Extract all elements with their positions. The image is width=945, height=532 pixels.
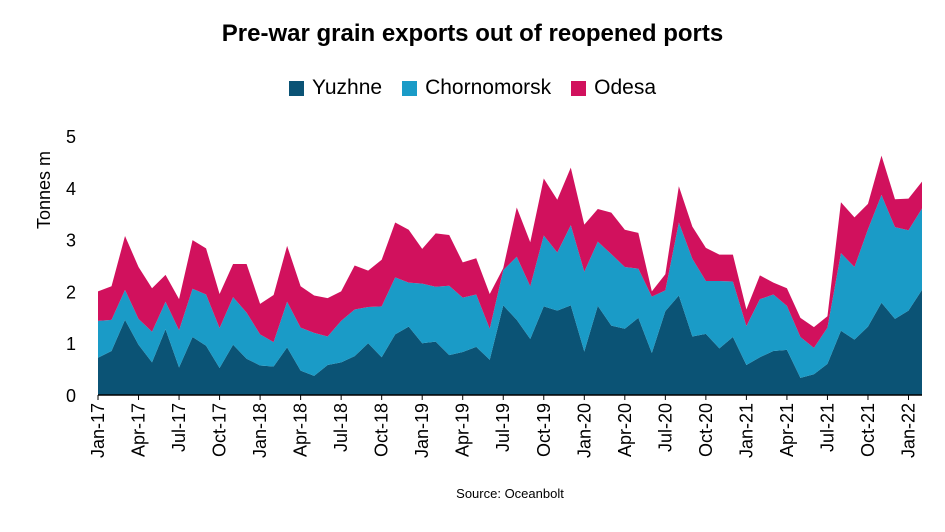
chart-legend: Yuzhne Chornomorsk Odesa	[0, 76, 945, 100]
chart-axes: 0 1 2 3 4 5 Jan-17 Apr-17 Jul-17 Oct-17 Jan-18 Apr-…	[66, 127, 922, 458]
y-tick-label: 5	[66, 127, 76, 147]
chart-title: Pre-war grain exports out of reopened po…	[221, 20, 724, 47]
x-tick-label: Jul-18	[331, 403, 351, 452]
legend-item-yuzhne: Yuzhne	[289, 76, 382, 100]
source-note: Source: Oceanbolt	[456, 486, 564, 501]
legend-swatch-odesa	[571, 80, 587, 96]
legend-label-chornomorsk: Chornomorsk	[425, 76, 552, 99]
x-tick-label: Jul-21	[817, 403, 837, 452]
area-chornomorsk	[98, 195, 922, 378]
x-tick-label: Apr-17	[129, 403, 149, 457]
x-tick-label: Jan-21	[736, 403, 756, 458]
x-tick-label: Oct-20	[696, 403, 716, 457]
y-tick-label: 1	[66, 334, 76, 354]
x-tick-label: Apr-19	[453, 403, 473, 457]
x-tick-label: Jul-20	[655, 403, 675, 452]
legend-label-yuzhne: Yuzhne	[312, 76, 383, 99]
legend-item-odesa: Odesa	[571, 76, 656, 100]
legend-item-chornomorsk: Chornomorsk	[402, 76, 551, 100]
x-tick-label: Jan-18	[250, 403, 270, 458]
x-tick-label: Apr-18	[291, 403, 311, 457]
x-tick-label: Oct-21	[858, 403, 878, 457]
x-tick-label: Apr-21	[777, 403, 797, 457]
y-tick-label: 0	[66, 386, 76, 406]
area-odesa	[98, 155, 922, 348]
x-tick-label: Jan-20	[574, 403, 594, 458]
x-tick-label: Jan-17	[88, 403, 108, 458]
x-tick-label: Apr-20	[615, 403, 635, 457]
y-tick-label: 4	[66, 179, 76, 199]
y-axis-label: Tonnes m	[34, 151, 54, 229]
y-tick-label: 3	[66, 231, 76, 251]
x-tick-label: Oct-19	[534, 403, 554, 457]
x-tick-label: Jan-22	[898, 403, 918, 458]
legend-label-odesa: Odesa	[594, 76, 656, 99]
x-tick-label: Jul-19	[493, 403, 513, 452]
legend-swatch-yuzhne	[289, 80, 304, 96]
x-tick-label: Oct-17	[210, 403, 230, 457]
x-tick-label: Jan-19	[412, 403, 432, 458]
y-tick-label: 2	[66, 282, 76, 302]
x-tick-label: Oct-18	[372, 403, 392, 457]
x-tick-label: Jul-17	[169, 403, 189, 452]
legend-swatch-chornomorsk	[402, 80, 418, 96]
stacked-areas	[98, 155, 922, 395]
area-yuzhne	[98, 289, 922, 395]
